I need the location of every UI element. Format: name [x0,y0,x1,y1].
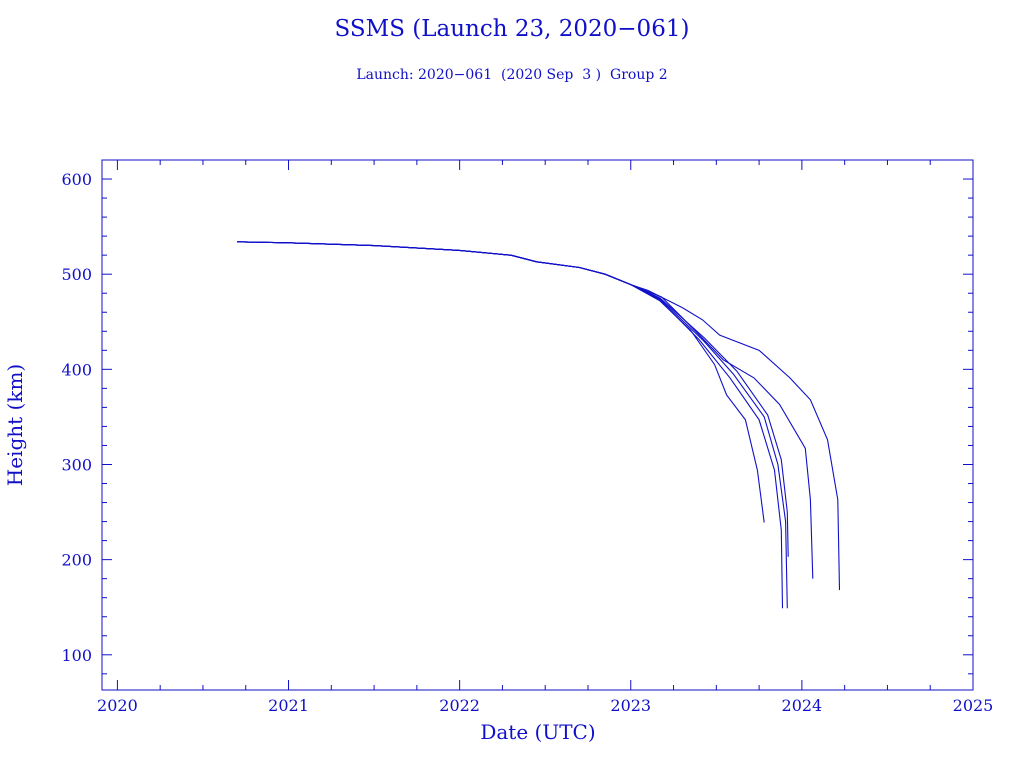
x-tick-label: 2021 [268,696,309,715]
series-line-object-5 [237,241,814,579]
plot-frame [101,159,974,691]
y-tick-label: 400 [61,360,92,379]
y-tick-label: 500 [61,265,92,284]
series-line-object-1 [237,241,765,523]
series-lines [237,241,841,609]
x-tick-label: 2024 [782,696,823,715]
axis-ticks: 2020 2021 2022 2023 2024 2025 100 200 300 400 500 6… [61,159,994,715]
chart-subtitle: Launch: 2020−061 (2020 Sep 3 ) Group 2 [356,67,668,83]
series-line-object-2 [237,241,784,609]
y-axis-label: Height (km) [3,364,27,486]
chart-title: SSMS (Launch 23, 2020−061) [334,16,690,42]
x-axis-label: Date (UTC) [480,720,595,744]
x-tick-label: 2023 [610,696,651,715]
x-tick-label: 2022 [439,696,480,715]
y-tick-label: 600 [61,170,92,189]
y-tick-label: 300 [61,455,92,474]
series-line-object-3 [237,241,788,609]
y-tick-label: 100 [61,646,92,665]
x-tick-label: 2025 [953,696,994,715]
series-line-object-4 [237,241,789,557]
y-tick-label: 200 [61,551,92,570]
series-line-object-6 [237,241,841,591]
x-tick-label: 2020 [97,696,138,715]
